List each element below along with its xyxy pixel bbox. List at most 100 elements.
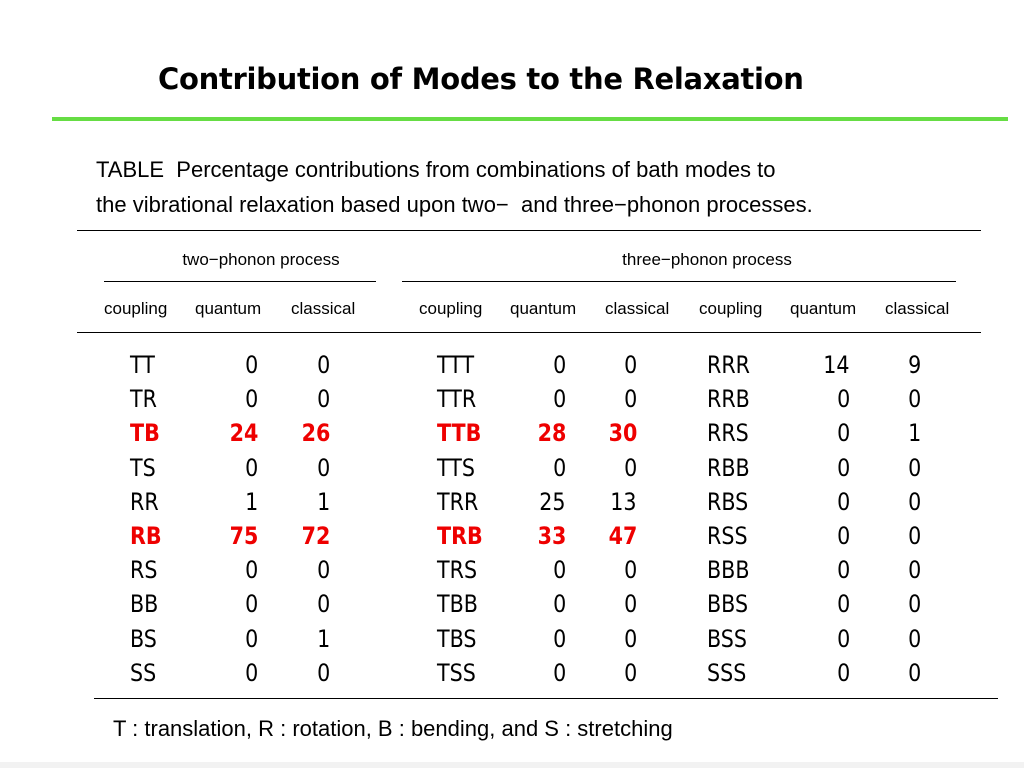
coupling-cell: RBS — [707, 488, 749, 516]
coupling-cell: TTT — [437, 351, 475, 379]
coupling-cell: TRB — [437, 522, 483, 550]
quantum-value-cell: 0 — [552, 590, 566, 618]
quantum-value-cell: 0 — [244, 625, 258, 653]
caption-line-2: the vibrational relaxation based upon tw… — [96, 192, 813, 217]
classical-value-cell: 0 — [316, 659, 330, 687]
classical-value-cell: 1 — [316, 488, 330, 516]
quantum-value-cell: 0 — [552, 556, 566, 584]
classical-value-cell: 47 — [608, 522, 637, 550]
column-header: classical — [291, 299, 356, 318]
column-header: quantum — [790, 299, 857, 318]
coupling-cell: TS — [130, 454, 156, 482]
coupling-cell: RRB — [707, 385, 750, 413]
coupling-cell: RS — [130, 556, 158, 584]
quantum-value-cell: 0 — [244, 351, 258, 379]
quantum-value-cell: 14 — [823, 351, 850, 379]
classical-value-cell: 0 — [623, 625, 637, 653]
classical-value-cell: 72 — [301, 522, 330, 550]
title-divider — [52, 117, 1008, 121]
classical-value-cell: 0 — [623, 385, 637, 413]
three-phonon-underline — [402, 281, 956, 282]
classical-value-cell: 0 — [907, 385, 921, 413]
quantum-value-cell: 1 — [244, 488, 258, 516]
classical-value-cell: 0 — [623, 351, 637, 379]
two-phonon-header: two−phonon process — [182, 250, 340, 269]
coupling-cell: TT — [130, 351, 155, 379]
coupling-cell: TTR — [437, 385, 477, 413]
coupling-cell: RSS — [707, 522, 748, 550]
table-caption: TABLE Percentage contributions from comb… — [96, 152, 996, 222]
quantum-value-cell: 0 — [836, 590, 850, 618]
coupling-cell: TTB — [437, 419, 482, 447]
classical-value-cell: 0 — [623, 556, 637, 584]
column-header: quantum — [510, 299, 577, 318]
classical-value-cell: 30 — [608, 419, 637, 447]
caption-line-1: TABLE Percentage contributions from comb… — [96, 157, 776, 182]
quantum-value-cell: 0 — [244, 659, 258, 687]
coupling-cell: RR — [130, 488, 159, 516]
column-header: coupling — [104, 299, 168, 318]
column-header: classical — [885, 299, 950, 318]
classical-value-cell: 0 — [907, 659, 921, 687]
classical-value-cell: 0 — [316, 351, 330, 379]
quantum-value-cell: 0 — [836, 556, 850, 584]
classical-value-cell: 1 — [907, 419, 921, 447]
quantum-value-cell: 0 — [836, 625, 850, 653]
coupling-cell: TB — [130, 419, 160, 447]
classical-value-cell: 26 — [301, 419, 330, 447]
coupling-cell: TR — [130, 385, 157, 413]
coupling-cell: SS — [130, 659, 157, 687]
coupling-cell: RB — [130, 522, 162, 550]
coupling-cell: BBB — [707, 556, 750, 584]
quantum-value-cell: 0 — [836, 488, 850, 516]
quantum-value-cell: 0 — [244, 385, 258, 413]
classical-value-cell: 0 — [907, 625, 921, 653]
classical-value-cell: 9 — [907, 351, 921, 379]
quantum-value-cell: 0 — [836, 419, 850, 447]
column-header: classical — [605, 299, 670, 318]
classical-value-cell: 0 — [907, 454, 921, 482]
quantum-value-cell: 0 — [552, 351, 566, 379]
column-header: coupling — [419, 299, 483, 318]
coupling-cell: RRR — [707, 351, 751, 379]
quantum-value-cell: 0 — [244, 590, 258, 618]
slide-title: Contribution of Modes to the Relaxation — [158, 62, 804, 96]
column-header: coupling — [699, 299, 763, 318]
classical-value-cell: 13 — [610, 488, 637, 516]
classical-value-cell: 0 — [316, 454, 330, 482]
coupling-cell: TBB — [437, 590, 478, 618]
coupling-cell: TBS — [437, 625, 477, 653]
coupling-cell: BS — [130, 625, 157, 653]
slide-bottom-band — [0, 762, 1024, 768]
quantum-value-cell: 75 — [229, 522, 258, 550]
quantum-value-cell: 0 — [244, 556, 258, 584]
classical-value-cell: 0 — [623, 590, 637, 618]
classical-value-cell: 0 — [907, 488, 921, 516]
quantum-value-cell: 0 — [836, 454, 850, 482]
header-rule — [77, 332, 981, 333]
coupling-cell: BSS — [707, 625, 748, 653]
quantum-value-cell: 0 — [552, 625, 566, 653]
quantum-value-cell: 0 — [244, 454, 258, 482]
two-phonon-underline — [104, 281, 376, 282]
quantum-value-cell: 0 — [552, 385, 566, 413]
classical-value-cell: 0 — [316, 590, 330, 618]
quantum-value-cell: 0 — [836, 522, 850, 550]
quantum-value-cell: 25 — [539, 488, 566, 516]
classical-value-cell: 0 — [907, 522, 921, 550]
classical-value-cell: 0 — [623, 659, 637, 687]
quantum-value-cell: 0 — [552, 454, 566, 482]
coupling-cell: TTS — [437, 454, 475, 482]
coupling-cell: TRS — [437, 556, 478, 584]
coupling-cell: RRS — [707, 419, 749, 447]
table-bottom-rule — [94, 698, 998, 699]
quantum-value-cell: 0 — [836, 385, 850, 413]
quantum-value-cell: 0 — [836, 659, 850, 687]
classical-value-cell: 0 — [623, 454, 637, 482]
classical-value-cell: 0 — [316, 385, 330, 413]
classical-value-cell: 0 — [907, 556, 921, 584]
quantum-value-cell: 33 — [537, 522, 566, 550]
quantum-value-cell: 0 — [552, 659, 566, 687]
quantum-value-cell: 28 — [537, 419, 566, 447]
classical-value-cell: 1 — [316, 625, 330, 653]
